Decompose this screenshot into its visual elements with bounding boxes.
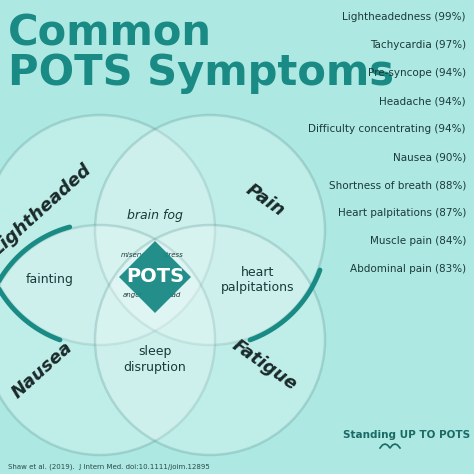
Text: Heart palpitations (87%): Heart palpitations (87%): [337, 208, 466, 218]
Text: heart
palpitations: heart palpitations: [221, 265, 295, 294]
Text: Lightheadedness (99%): Lightheadedness (99%): [343, 12, 466, 22]
Text: Standing UP TO POTS: Standing UP TO POTS: [343, 430, 470, 440]
Circle shape: [95, 115, 325, 345]
Text: fainting: fainting: [26, 273, 74, 286]
Text: Difficulty concentrating (94%): Difficulty concentrating (94%): [309, 124, 466, 134]
Polygon shape: [119, 241, 191, 313]
Text: Nausea (90%): Nausea (90%): [393, 152, 466, 162]
Circle shape: [0, 225, 215, 455]
Text: Shortness of breath (88%): Shortness of breath (88%): [328, 180, 466, 190]
Circle shape: [0, 115, 215, 345]
Text: Shaw et al. (2019).  J Intern Med. doi:10.1111/joim.12895: Shaw et al. (2019). J Intern Med. doi:10…: [8, 464, 210, 470]
Text: Pre-syncope (94%): Pre-syncope (94%): [368, 68, 466, 78]
Text: Headache (94%): Headache (94%): [379, 96, 466, 106]
Text: Nausea: Nausea: [8, 338, 76, 402]
Text: Pain: Pain: [242, 180, 288, 220]
Text: stress: stress: [163, 252, 183, 258]
Text: Abdominal pain (83%): Abdominal pain (83%): [350, 264, 466, 274]
Text: Tachycardia (97%): Tachycardia (97%): [370, 40, 466, 50]
Text: Lightheaded: Lightheaded: [0, 161, 95, 259]
Text: Common: Common: [8, 12, 212, 54]
Text: misery: misery: [121, 252, 145, 258]
Text: POTS: POTS: [126, 267, 184, 286]
Circle shape: [95, 225, 325, 455]
Text: Muscle pain (84%): Muscle pain (84%): [370, 236, 466, 246]
Text: sleep
disruption: sleep disruption: [124, 346, 186, 374]
Text: sad: sad: [169, 292, 181, 298]
Text: POTS Symptoms: POTS Symptoms: [8, 52, 394, 94]
Text: brain fog: brain fog: [127, 209, 183, 221]
Text: anger: anger: [123, 292, 143, 298]
Text: Fatigue: Fatigue: [229, 336, 301, 394]
